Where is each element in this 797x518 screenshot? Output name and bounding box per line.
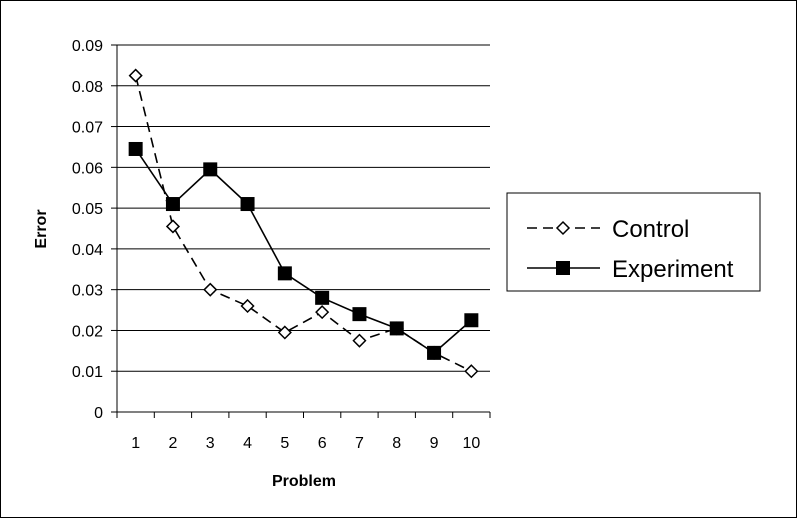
y-tick-label: 0.02 xyxy=(72,323,103,340)
y-tick-label: 0.05 xyxy=(72,201,103,218)
y-tick-label: 0.07 xyxy=(72,120,103,137)
experiment-data-point xyxy=(464,313,479,328)
experiment-data-point xyxy=(203,162,218,177)
gridlines xyxy=(117,44,490,372)
experiment-data-point xyxy=(240,197,255,212)
control-series-line xyxy=(134,75,472,372)
experiment-data-point xyxy=(427,345,442,360)
experiment-data-point xyxy=(165,197,180,212)
control-data-point xyxy=(352,333,367,348)
y-tick-label: 0 xyxy=(94,405,103,422)
series-markers xyxy=(128,68,479,379)
experiment-data-point xyxy=(277,266,292,281)
experiment-data-point xyxy=(315,290,330,305)
legend-label-experiment: Experiment xyxy=(612,256,734,283)
y-tick-label: 0.08 xyxy=(72,79,103,96)
x-tick-label: 2 xyxy=(168,435,177,452)
experiment-data-point xyxy=(128,141,143,156)
x-tick-label: 8 xyxy=(392,435,401,452)
x-tick-label: 7 xyxy=(355,435,364,452)
control-data-point xyxy=(464,364,479,379)
control-data-point xyxy=(277,325,292,340)
control-data-point xyxy=(315,305,330,320)
control-data-point xyxy=(203,282,218,297)
legend-marker-experiment xyxy=(556,261,570,275)
experiment-series-line xyxy=(134,148,472,354)
y-axis-ticks: 0 0.01 0.02 0.03 0.04 0.05 0.06 0.07 0.08 0.09 xyxy=(72,38,117,422)
x-tick-label: 10 xyxy=(462,435,480,452)
experiment-data-point xyxy=(389,321,404,336)
x-axis-ticks: 1 2 3 4 5 6 7 8 9 10 xyxy=(116,412,491,452)
x-axis-title: Problem xyxy=(272,473,336,490)
y-axis-title: Error xyxy=(33,209,50,248)
control-data-point xyxy=(240,298,255,314)
y-tick-label: 0.09 xyxy=(72,38,103,55)
x-tick-label: 5 xyxy=(280,435,289,452)
y-tick-label: 0.03 xyxy=(72,283,103,300)
x-tick-label: 4 xyxy=(243,435,252,452)
experiment-data-point xyxy=(352,307,367,322)
y-tick-label: 0.04 xyxy=(72,242,103,259)
legend-marker-control xyxy=(555,220,571,236)
x-tick-label: 3 xyxy=(206,435,215,452)
legend-box xyxy=(506,192,761,292)
x-tick-label: 9 xyxy=(430,435,439,452)
y-tick-label: 0.01 xyxy=(72,364,103,381)
control-data-point xyxy=(128,68,143,83)
x-tick-label: 1 xyxy=(131,435,140,452)
y-tick-label: 0.06 xyxy=(72,160,103,177)
control-data-point xyxy=(165,219,181,234)
legend-label-control: Control xyxy=(612,216,689,243)
series-lines xyxy=(134,75,472,372)
legend: Control Experiment xyxy=(506,192,761,292)
x-tick-label: 6 xyxy=(318,435,327,452)
